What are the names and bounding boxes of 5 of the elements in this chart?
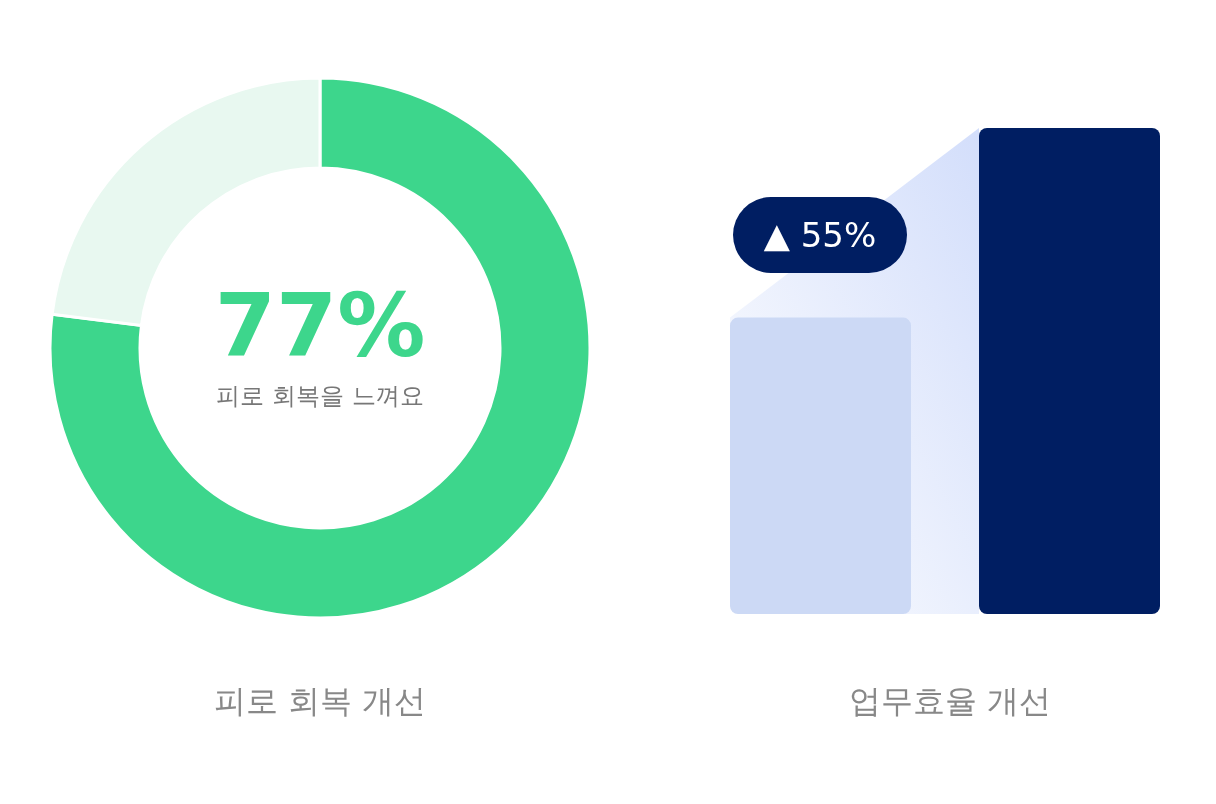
text: 피로 회복을 느껴요 <box>216 382 424 410</box>
text: 업무효율 개선 <box>848 682 1052 720</box>
text: 77% <box>214 274 426 377</box>
text: 피로 회복 개선 <box>213 682 427 720</box>
annotation: ▲ 55% <box>763 215 877 255</box>
